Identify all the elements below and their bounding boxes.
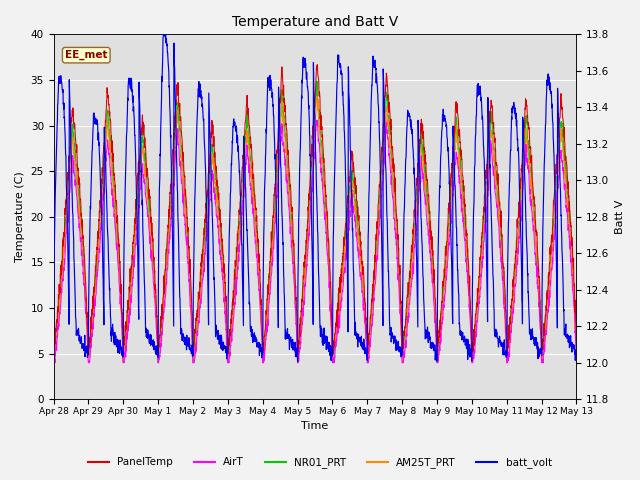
AirT [195, 313, 203, 319]
AM25T_PRT [50, 353, 58, 359]
NR01_PRT [342, 233, 349, 239]
AirT [342, 255, 349, 261]
AM25T_PRT [541, 329, 549, 335]
PanelTemp [467, 314, 475, 320]
AirT [467, 333, 475, 339]
Line: PanelTemp: PanelTemp [54, 65, 577, 354]
AirT [541, 340, 549, 346]
Text: EE_met: EE_met [65, 50, 108, 60]
Y-axis label: Temperature (C): Temperature (C) [15, 171, 25, 262]
PanelTemp [573, 351, 580, 357]
AirT [50, 360, 58, 366]
PanelTemp [541, 313, 549, 319]
NR01_PRT [196, 301, 204, 307]
AM25T_PRT [313, 93, 321, 99]
AirT [313, 117, 321, 123]
AirT [573, 360, 580, 366]
PanelTemp [84, 351, 92, 357]
AirT [527, 194, 534, 200]
batt_volt [467, 352, 475, 358]
PanelTemp [196, 292, 204, 298]
AM25T_PRT [195, 294, 203, 300]
NR01_PRT [51, 360, 58, 366]
batt_volt [294, 359, 301, 364]
batt_volt [342, 178, 349, 184]
batt_volt [541, 129, 549, 134]
batt_volt [573, 352, 580, 358]
PanelTemp [527, 144, 534, 150]
AM25T_PRT [573, 359, 580, 364]
NR01_PRT [541, 323, 549, 328]
PanelTemp [50, 338, 58, 344]
AM25T_PRT [330, 336, 338, 342]
NR01_PRT [527, 168, 534, 174]
Y-axis label: Batt V: Batt V [615, 200, 625, 234]
NR01_PRT [330, 348, 338, 353]
Title: Temperature and Batt V: Temperature and Batt V [232, 15, 398, 29]
AM25T_PRT [294, 360, 301, 366]
batt_volt [50, 353, 58, 359]
PanelTemp [330, 343, 338, 349]
batt_volt [527, 331, 534, 336]
Legend: PanelTemp, AirT, NR01_PRT, AM25T_PRT, batt_volt: PanelTemp, AirT, NR01_PRT, AM25T_PRT, ba… [84, 453, 556, 472]
NR01_PRT [50, 355, 58, 361]
X-axis label: Time: Time [301, 421, 328, 432]
PanelTemp [314, 62, 321, 68]
NR01_PRT [313, 78, 321, 84]
batt_volt [160, 28, 168, 34]
NR01_PRT [573, 354, 580, 360]
AM25T_PRT [467, 325, 475, 331]
Line: AM25T_PRT: AM25T_PRT [54, 96, 577, 363]
batt_volt [196, 86, 204, 92]
AirT [330, 355, 338, 360]
AM25T_PRT [342, 238, 349, 243]
AM25T_PRT [527, 176, 534, 181]
batt_volt [330, 184, 338, 190]
PanelTemp [342, 221, 349, 227]
Line: AirT: AirT [54, 120, 577, 363]
Line: NR01_PRT: NR01_PRT [54, 81, 577, 363]
NR01_PRT [467, 326, 475, 332]
Line: batt_volt: batt_volt [54, 31, 577, 361]
